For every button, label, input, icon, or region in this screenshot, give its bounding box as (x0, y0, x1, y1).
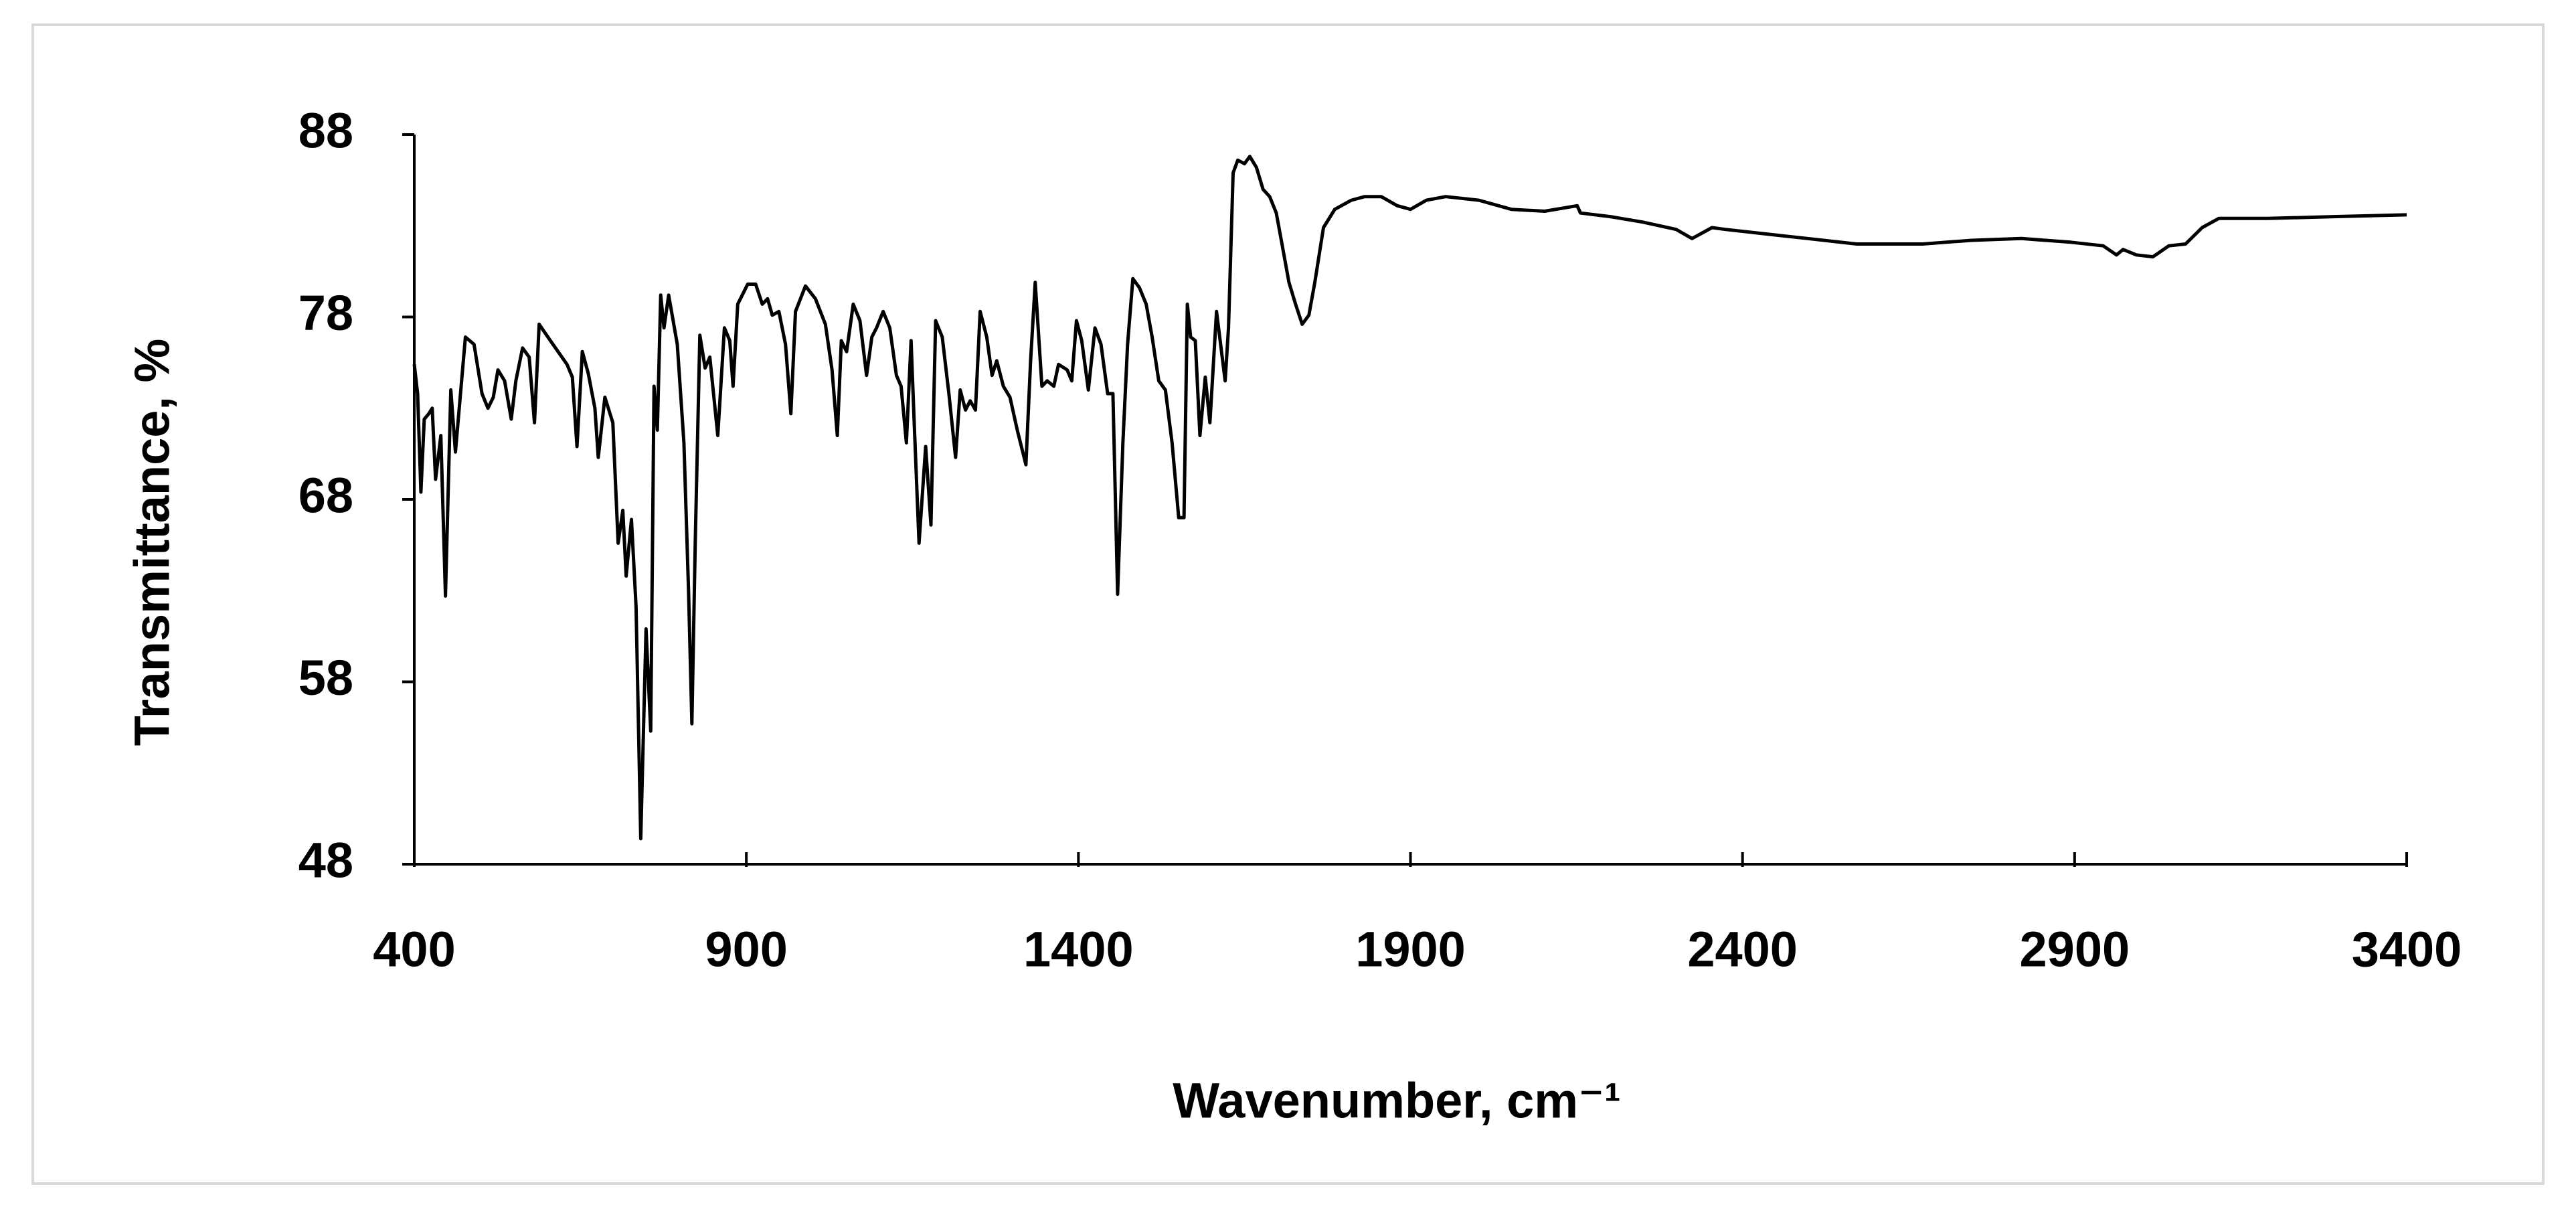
x-tick-label: 2900 (2020, 922, 2130, 977)
y-tick-label: 78 (298, 285, 353, 341)
y-tick-label: 58 (298, 650, 353, 706)
y-tick-label: 88 (298, 103, 353, 159)
x-tick-label: 1400 (1023, 922, 1134, 977)
chart-border (31, 23, 2545, 1185)
x-tick-label: 3400 (2352, 922, 2462, 977)
y-tick-label: 48 (298, 833, 353, 888)
x-tick-label: 1900 (1355, 922, 1466, 977)
y-axis-title: Transmittance, % (124, 339, 180, 746)
x-tick-label: 400 (373, 922, 455, 977)
x-tick-label: 900 (705, 922, 787, 977)
spectrum-line (412, 155, 2407, 841)
x-axis-title: Wavenumber, cm⁻¹ (1173, 1073, 1621, 1129)
x-tick-label: 2400 (1687, 922, 1798, 977)
y-tick-label: 68 (298, 468, 353, 523)
